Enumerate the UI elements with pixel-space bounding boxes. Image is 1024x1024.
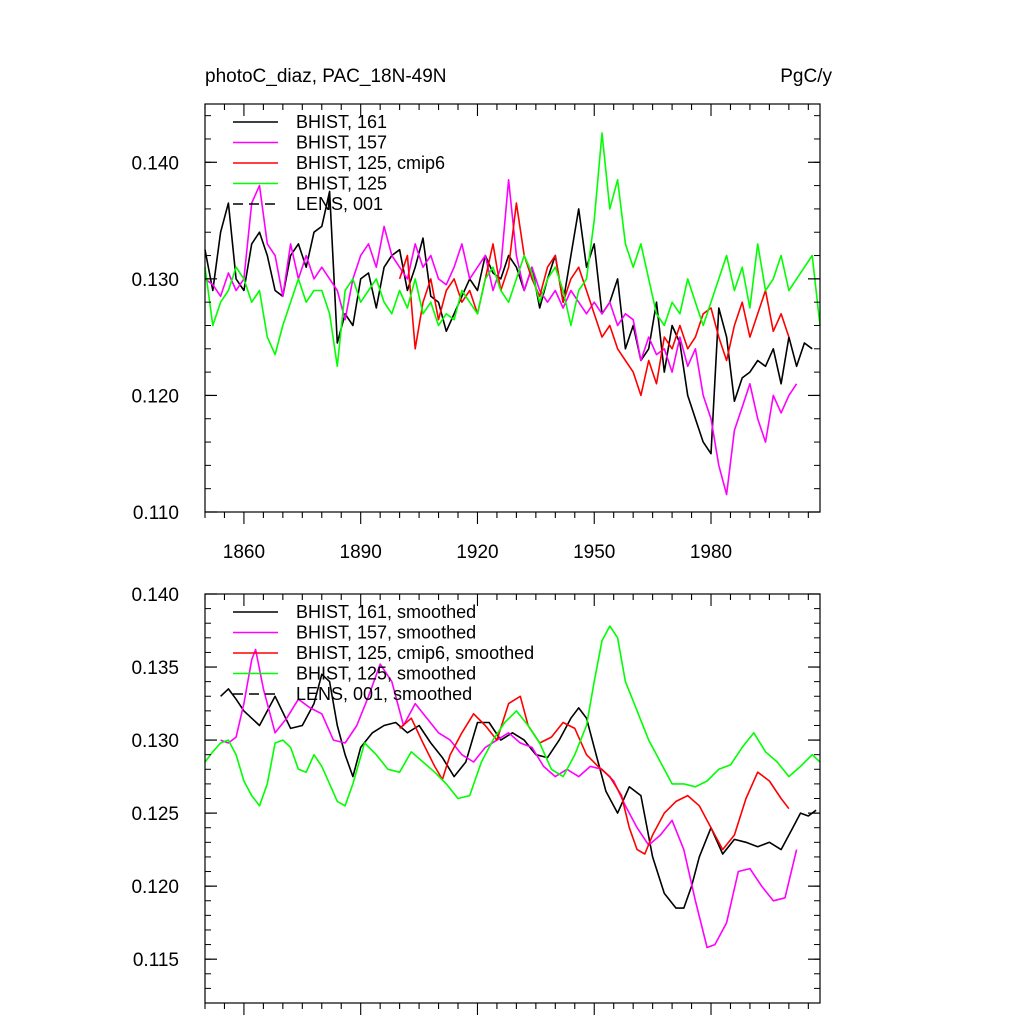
legend-label: BHIST, 157 <box>296 133 387 153</box>
top-panel-units: PgC/y <box>780 66 832 87</box>
legend-label: BHIST, 161, smoothed <box>296 602 476 622</box>
y-tick-label: 0.130 <box>131 270 179 291</box>
top-panel: photoC_diaz, PAC_18N-49N PgC/y 0.110 0.12… <box>131 66 832 563</box>
legend-label: LENS, 001 <box>296 194 383 214</box>
plot-frame <box>204 103 821 513</box>
x-tick-label: 1920 <box>456 542 498 563</box>
y-tick-label: 0.135 <box>131 658 179 679</box>
bottom-panel: 0.115 0.120 0.125 0.130 0.135 0.140 BHIST, 16… <box>131 585 821 1015</box>
series-line-3 <box>204 625 821 807</box>
legend-label: BHIST, 125, smoothed <box>296 664 476 684</box>
series-line-3 <box>204 132 821 368</box>
y-tick-label: 0.130 <box>131 731 179 752</box>
series-line-1 <box>204 179 798 496</box>
y-tick-label: 0.140 <box>131 585 179 606</box>
y-tick-label: 0.110 <box>133 503 179 524</box>
y-tick-label: 0.140 <box>131 153 179 174</box>
y-tick-label: 0.115 <box>133 950 179 971</box>
series-line-0 <box>220 673 817 909</box>
legend-label: BHIST, 125 <box>296 174 387 194</box>
series-line-2 <box>399 695 790 855</box>
legend-label: BHIST, 157, smoothed <box>296 623 476 643</box>
top-panel-title: photoC_diaz, PAC_18N-49N <box>205 66 447 87</box>
x-tick-label: 1890 <box>340 542 382 563</box>
y-tick-label: 0.120 <box>131 386 179 407</box>
series-line-2 <box>398 202 790 397</box>
legend-label: LENS, 001, smoothed <box>296 684 472 704</box>
series-line-0 <box>204 190 813 455</box>
x-tick-label: 1860 <box>223 542 265 563</box>
y-tick-label: 0.120 <box>131 877 179 898</box>
legend-label: BHIST, 125, cmip6 <box>296 153 445 173</box>
legend-label: BHIST, 125, cmip6, smoothed <box>296 643 534 663</box>
x-tick-label: 1950 <box>573 542 615 563</box>
y-tick-label: 0.125 <box>131 804 179 825</box>
legend-label: BHIST, 161 <box>296 112 387 132</box>
x-tick-label: 1980 <box>690 542 732 563</box>
